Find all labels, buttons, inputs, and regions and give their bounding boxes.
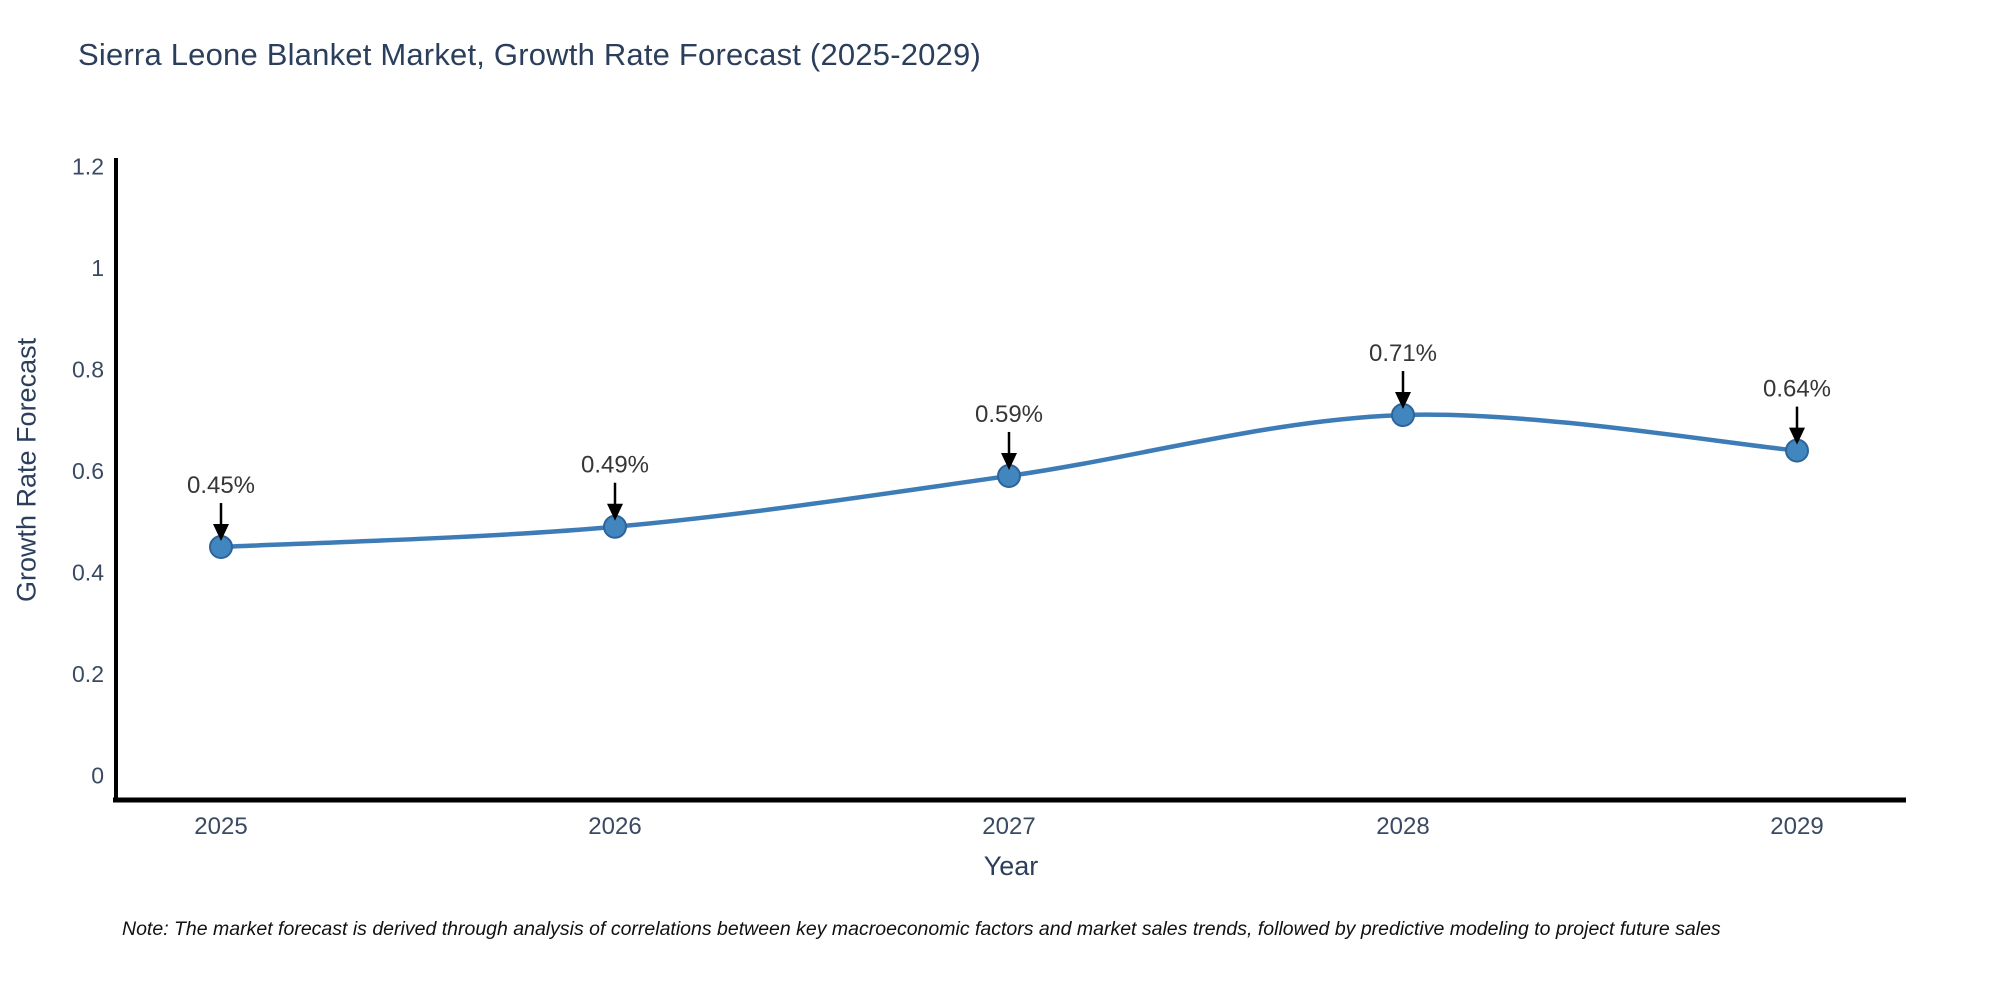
y-tick-label: 1.2 <box>72 153 104 179</box>
y-tick-label: 0.4 <box>72 559 104 585</box>
y-tick-label: 1 <box>91 255 104 281</box>
y-axis-title: Growth Rate Forecast <box>11 337 42 602</box>
annotation-arrow-head <box>1395 392 1411 410</box>
chart-title: Sierra Leone Blanket Market, Growth Rate… <box>78 37 982 72</box>
annotation-arrow-head <box>607 503 623 521</box>
annotation-label: 0.45% <box>187 472 255 499</box>
footnote: Note: The market forecast is derived thr… <box>122 918 1721 940</box>
x-tick-label: 2027 <box>982 813 1035 840</box>
annotation-label: 0.59% <box>975 401 1043 428</box>
x-tick-label: 2028 <box>1376 813 1429 840</box>
x-tick-label: 2026 <box>588 813 641 840</box>
annotation-arrow-head <box>1789 427 1805 445</box>
annotation-label: 0.71% <box>1369 340 1437 367</box>
annotation-arrow-head <box>1001 452 1017 470</box>
y-tick-label: 0.2 <box>72 661 104 687</box>
annotation-label: 0.64% <box>1763 376 1831 403</box>
y-tick-label: 0 <box>91 763 104 789</box>
x-tick-label: 2029 <box>1770 813 1823 840</box>
annotation-label: 0.49% <box>581 452 649 479</box>
y-tick-label: 0.8 <box>72 356 104 382</box>
annotation-arrow-head <box>213 524 229 542</box>
x-axis-title: Year <box>983 851 1039 881</box>
x-tick-label: 2025 <box>194 813 247 840</box>
y-tick-label: 0.6 <box>72 458 104 484</box>
